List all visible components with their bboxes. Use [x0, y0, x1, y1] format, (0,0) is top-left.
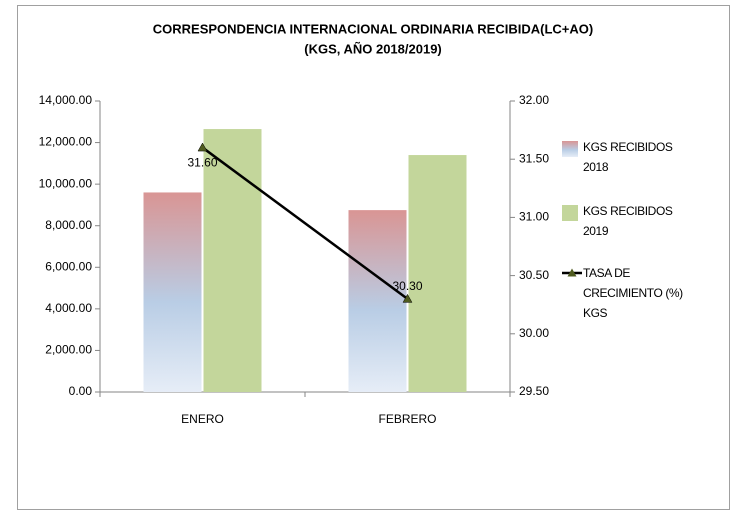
chart-title: CORRESPONDENCIA INTERNACIONAL ORDINARIA … [153, 21, 593, 36]
y-tick-label: 0.00 [69, 384, 93, 398]
y-tick-label: 2,000.00 [45, 343, 92, 357]
legend-label: TASA DE CRECIMIENTO (%) KGS [583, 266, 683, 320]
y-tick-label: 14,000.00 [39, 93, 93, 107]
y2-tick-label: 32.00 [519, 93, 549, 107]
bar [143, 192, 202, 392]
y2-tick-label: 30.00 [519, 326, 549, 340]
y-tick-label: 4,000.00 [45, 301, 92, 315]
line-marker [402, 293, 413, 303]
y2-tick-label: 31.50 [519, 151, 549, 165]
y2-tick-label: 29.50 [519, 384, 549, 398]
y-tick-label: 8,000.00 [45, 218, 92, 232]
legend-swatch [562, 205, 578, 221]
y-tick-label: 12,000.00 [39, 135, 93, 149]
legend-label: KGS RECIBIDOS 2018 [583, 140, 673, 174]
bar [408, 155, 467, 392]
legend-marker [567, 268, 577, 277]
line-marker [197, 142, 208, 152]
legend-swatch [562, 141, 578, 157]
data-label: 31.60 [187, 156, 217, 170]
data-label: 30.30 [392, 279, 422, 293]
legend-label: KGS RECIBIDOS 2019 [583, 204, 673, 238]
y-tick-label: 10,000.00 [39, 176, 93, 190]
y2-tick-label: 30.50 [519, 268, 549, 282]
x-tick-label: ENERO [181, 412, 224, 426]
chart-subtitle: (KGS, AÑO 2018/2019) [304, 41, 442, 56]
bar [203, 129, 262, 392]
y2-tick-label: 31.00 [519, 210, 549, 224]
x-tick-label: FEBRERO [378, 412, 436, 426]
line-series [201, 146, 409, 300]
bar [348, 210, 407, 392]
y-tick-label: 6,000.00 [45, 259, 92, 273]
